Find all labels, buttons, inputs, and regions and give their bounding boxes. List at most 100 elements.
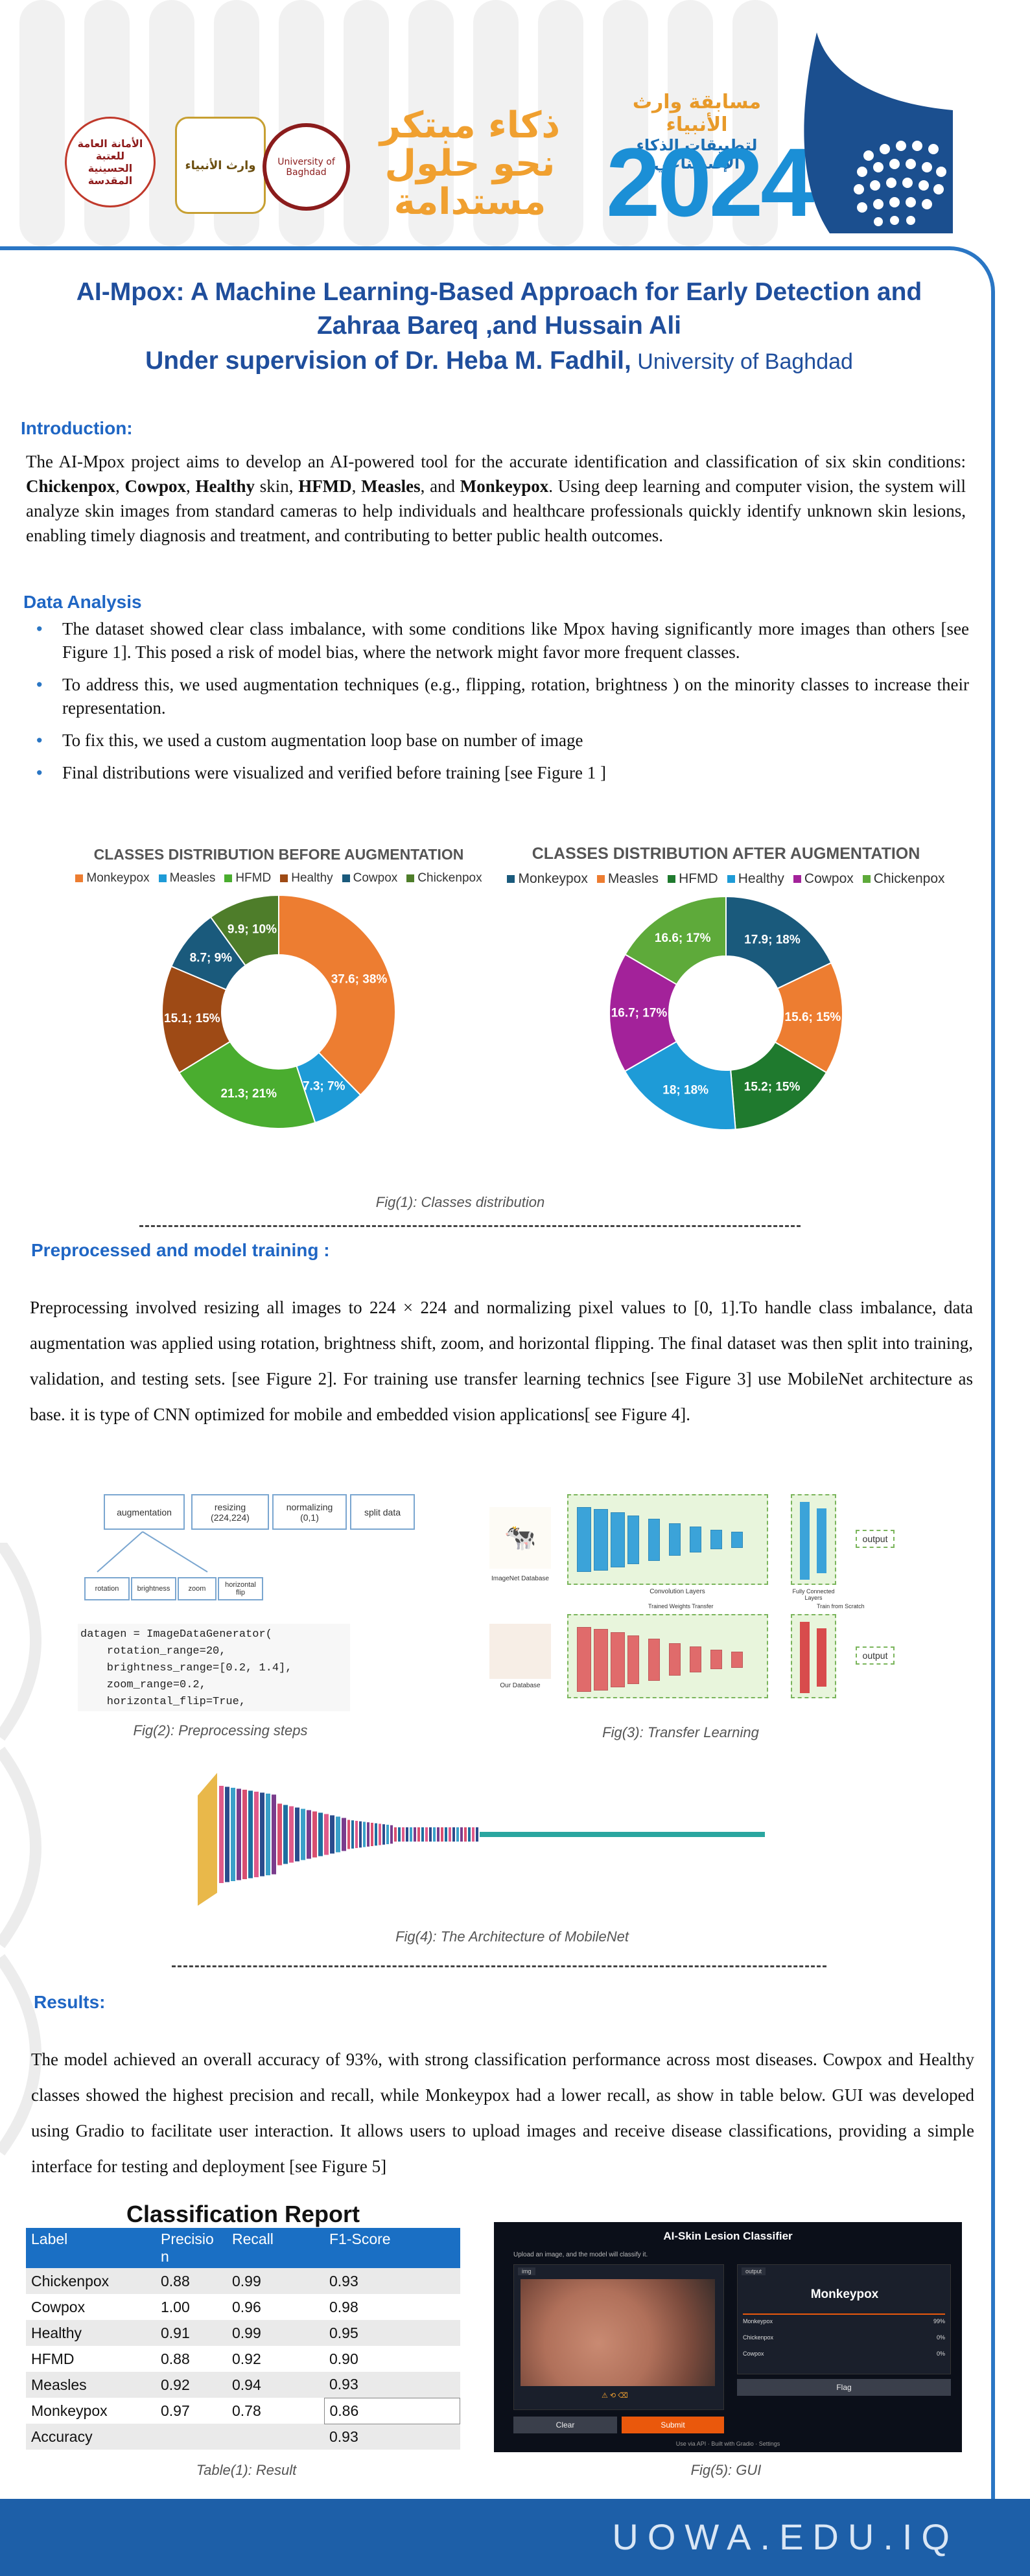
chart-title: CLASSES DISTRIBUTION AFTER AUGMENTATION [532, 845, 920, 863]
step-split: split data [350, 1494, 415, 1530]
conv-blocks [577, 1504, 765, 1575]
chart-legend: Monkeypox Measles HFMD Healthy Cowpox Chicken… [45, 871, 512, 885]
data-label: 9.9; 10% [228, 922, 277, 936]
data-analysis-heading: Data Analysis [23, 592, 142, 612]
mobilenet-layer [237, 1788, 241, 1880]
mobilenet-layer [242, 1790, 247, 1879]
submit-button[interactable]: Submit [622, 2417, 724, 2433]
introduction-heading: Introduction: [21, 418, 133, 438]
mobilenet-layer [382, 1824, 385, 1845]
data-label: 15.6; 15% [785, 1011, 841, 1024]
transfer-learning-figure: 🐄 ImageNet Database Convolution Layers F… [480, 1488, 901, 1702]
aug-brightness: brightness [131, 1577, 176, 1600]
scratch-label: Train from Scratch [817, 1603, 865, 1610]
mobilenet-layer [452, 1827, 455, 1842]
pie-slice-chickenpox [624, 895, 727, 986]
mobilenet-layer [386, 1825, 389, 1844]
gradio-link[interactable]: Built with Gradio [711, 2441, 754, 2447]
conv-block [731, 1651, 743, 1668]
score-row: Chickenpox 0% [743, 2334, 945, 2341]
mobilenet-layer [351, 1820, 354, 1849]
divider [139, 1225, 801, 1227]
gui-footer: Use via API · Built with Gradio · Settin… [675, 2441, 780, 2447]
settings-link[interactable]: Settings [758, 2441, 780, 2447]
api-link[interactable]: Use via API [675, 2441, 707, 2447]
conv-block [669, 1523, 681, 1556]
mobilenet-layer [410, 1827, 412, 1842]
data-label: 17.9; 18% [744, 933, 801, 947]
figure-caption: Fig(4): The Architecture of MobileNet [395, 1928, 629, 1945]
aug-zoom: zoom [178, 1577, 217, 1600]
conv-block [690, 1646, 701, 1672]
mobilenet-layer [272, 1794, 276, 1875]
mobilenet-layer [371, 1823, 373, 1846]
results-table: Label Precisio n Recall F1-Score Chicken… [26, 2228, 460, 2450]
conv-block [690, 1527, 701, 1552]
mobilenet-layer [464, 1827, 467, 1842]
mobilenet-layer [449, 1827, 451, 1842]
pie-slice-hfmd [178, 1040, 316, 1129]
output-node: output [856, 1646, 895, 1665]
mobilenet-layer [231, 1788, 235, 1881]
data-analysis-list: The dataset showed clear class imbalance… [26, 617, 969, 793]
transfer-label: Trained Weights Transfer [648, 1603, 714, 1610]
mobilenet-layer [347, 1820, 350, 1849]
chart-title: CLASSES DISTRIBUTION BEFORE AUGMENTATION [93, 846, 464, 863]
table-row: Healthy 0.91 0.99 0.95 [26, 2320, 460, 2346]
flag-button[interactable]: Flag [737, 2379, 951, 2396]
results-text: The model achieved an overall accuracy o… [31, 2050, 974, 2176]
mobilenet-layer [402, 1827, 404, 1842]
score-row: Cowpox 0% [743, 2350, 945, 2357]
fc-layers-red [791, 1614, 836, 1698]
conv-block [627, 1635, 639, 1684]
mobilenet-layer [301, 1809, 305, 1860]
mobilenet-layer [476, 1827, 478, 1842]
table-caption: Table(1): Result [196, 2462, 297, 2478]
mobilenet-layer [355, 1821, 358, 1848]
affiliation: University of Baghdad [631, 349, 853, 374]
conv-label: Convolution Layers [650, 1588, 705, 1595]
mobilenet-dense-layers [480, 1832, 765, 1837]
mobilenet-layer [266, 1794, 270, 1875]
legend-item: Monkeypox [507, 871, 588, 887]
image-tools[interactable]: ⚠ ⟲ ⌫ [602, 2392, 628, 2400]
output-node: output [856, 1530, 895, 1548]
mobilenet-layer [433, 1827, 436, 1842]
uploaded-skin-image [521, 2279, 715, 2386]
table-row: Cowpox 1.00 0.96 0.98 [26, 2294, 460, 2320]
mobilenet-layer [295, 1807, 299, 1862]
footer-url[interactable]: UOWA.EDU.IQ [612, 2516, 959, 2557]
mobilenet-layer [421, 1827, 424, 1842]
mobilenet-architecture [198, 1773, 765, 1906]
legend-item: Chickenpox [862, 871, 945, 887]
legend-item: Monkeypox [75, 871, 150, 885]
mobilenet-layer [429, 1827, 432, 1842]
mobilenet-layer [394, 1827, 397, 1842]
figure-caption: Fig(5): GUI [690, 2462, 762, 2478]
mobilenet-layer [379, 1823, 381, 1845]
legend-item: Healthy [280, 871, 333, 885]
mobilenet-layer [254, 1792, 259, 1877]
image-input-panel: img ⚠ ⟲ ⌫ [513, 2264, 724, 2410]
data-label: 21.3; 21% [220, 1087, 277, 1101]
mobilenet-layer [460, 1827, 463, 1842]
conv-block [611, 1632, 625, 1687]
aug-flip: horizontal flip [218, 1577, 263, 1600]
pie-slice-hfmd [730, 1041, 828, 1130]
data-label: 15.1; 15% [164, 1012, 220, 1025]
figure-caption: Fig(3): Transfer Learning [602, 1724, 759, 1740]
mobilenet-layer [289, 1806, 294, 1863]
chart-legend: Monkeypox Measles HFMD Healthy Cowpox Chicken… [493, 871, 959, 887]
classification-report: Classification Report Label Precisio n R… [26, 2201, 460, 2450]
results-heading: Results: [34, 1992, 106, 2012]
clear-button[interactable]: Clear [513, 2417, 617, 2433]
mobilenet-layer [390, 1825, 393, 1844]
step-normalizing: normalizing (0,1) [272, 1494, 347, 1530]
legend-item: HFMD [224, 871, 271, 885]
score-row: Monkeypox 99% [743, 2318, 945, 2324]
imagenet-label: ImageNet Database [491, 1575, 549, 1582]
mobilenet-layer [277, 1803, 282, 1866]
mobilenet-layer [283, 1805, 288, 1864]
table-header: Label Precisio n Recall F1-Score [26, 2228, 460, 2268]
prediction-label: Monkeypox [810, 2288, 879, 2301]
